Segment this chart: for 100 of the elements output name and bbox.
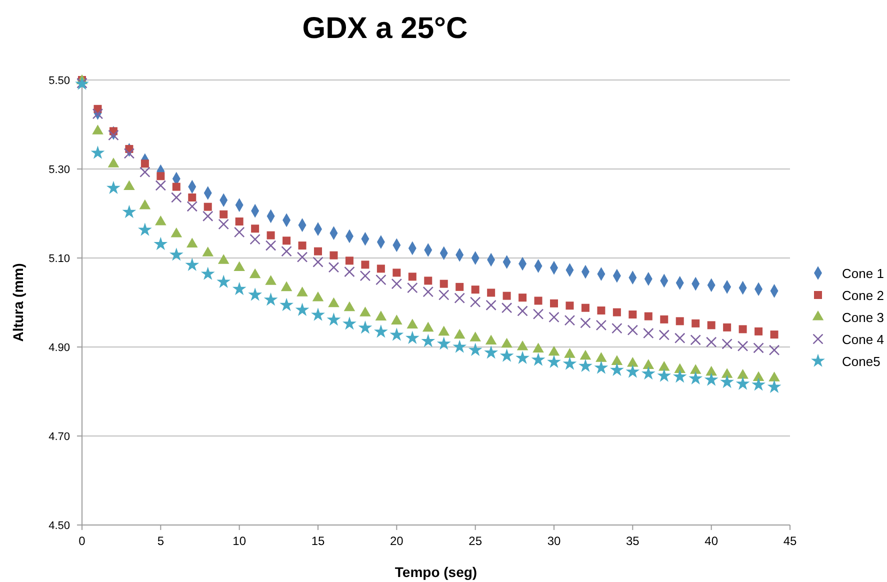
chart-title: GDX a 25°C (302, 12, 468, 45)
point (768, 344, 780, 356)
point (250, 234, 260, 245)
point (452, 340, 467, 353)
point (234, 226, 245, 238)
point (534, 296, 542, 305)
point (643, 328, 654, 339)
point (517, 306, 528, 316)
legend-label: Cone 4 (842, 332, 884, 347)
point (723, 323, 732, 332)
point (594, 360, 608, 374)
x-tick-label: 35 (626, 534, 640, 548)
point (516, 340, 528, 350)
point (596, 352, 607, 362)
point (501, 302, 512, 314)
point (706, 366, 717, 376)
point (232, 282, 246, 296)
point (721, 368, 733, 378)
point (596, 320, 607, 331)
point (532, 308, 544, 320)
point (311, 308, 325, 321)
point (722, 338, 732, 350)
point (487, 288, 496, 297)
point (580, 350, 592, 360)
point (172, 182, 180, 191)
point (438, 290, 450, 300)
legend-label: Cone 1 (842, 266, 884, 281)
point (376, 274, 386, 286)
point (501, 338, 512, 348)
point (767, 380, 782, 393)
point (376, 264, 385, 273)
point (358, 320, 372, 334)
point (738, 325, 747, 334)
point (676, 317, 684, 326)
point (564, 348, 576, 358)
point (375, 310, 387, 320)
point (500, 348, 514, 362)
point (611, 355, 623, 365)
point (185, 258, 200, 272)
point (140, 166, 150, 178)
point (392, 268, 401, 277)
point (485, 334, 497, 344)
point (548, 312, 560, 323)
point (531, 352, 546, 366)
point (454, 292, 465, 304)
point (391, 278, 402, 290)
point (658, 360, 670, 371)
x-axis-title: Tempo (seg) (394, 564, 478, 580)
point (406, 318, 418, 328)
point (266, 231, 275, 240)
point (547, 354, 561, 368)
point (140, 160, 149, 168)
point (265, 240, 276, 251)
point (690, 364, 702, 374)
point (391, 314, 402, 324)
point (672, 370, 687, 383)
point (345, 256, 354, 265)
point (422, 286, 434, 298)
point (264, 292, 278, 306)
point (736, 376, 750, 390)
point (642, 359, 654, 369)
point (516, 350, 530, 364)
x-tick-label: 40 (704, 534, 718, 548)
point (296, 252, 308, 262)
point (108, 130, 119, 141)
point (326, 312, 341, 326)
point (155, 180, 166, 191)
point (360, 306, 371, 316)
point (330, 251, 338, 260)
point (641, 366, 656, 380)
point (171, 192, 182, 203)
point (627, 356, 638, 367)
point (628, 310, 637, 319)
point (138, 222, 152, 236)
point (344, 266, 355, 278)
y-axis-title: Altura (mm) (10, 263, 26, 342)
point (657, 368, 672, 382)
x-tick-label: 20 (390, 534, 404, 548)
point (106, 180, 120, 194)
point (597, 306, 606, 315)
point (658, 330, 670, 340)
point (468, 342, 482, 356)
point (248, 288, 262, 301)
point (674, 332, 686, 344)
point (374, 324, 388, 338)
x-tick-label: 30 (547, 534, 561, 548)
point (424, 276, 432, 285)
point (218, 218, 229, 230)
point (295, 302, 310, 316)
y-tick-label: 5.10 (48, 253, 70, 265)
point (692, 319, 700, 328)
point (90, 146, 105, 159)
point (408, 272, 416, 281)
point (407, 282, 418, 294)
point (752, 371, 764, 381)
point (566, 302, 574, 310)
point (122, 204, 136, 218)
point (361, 260, 370, 269)
point (454, 328, 466, 339)
point (578, 358, 592, 372)
